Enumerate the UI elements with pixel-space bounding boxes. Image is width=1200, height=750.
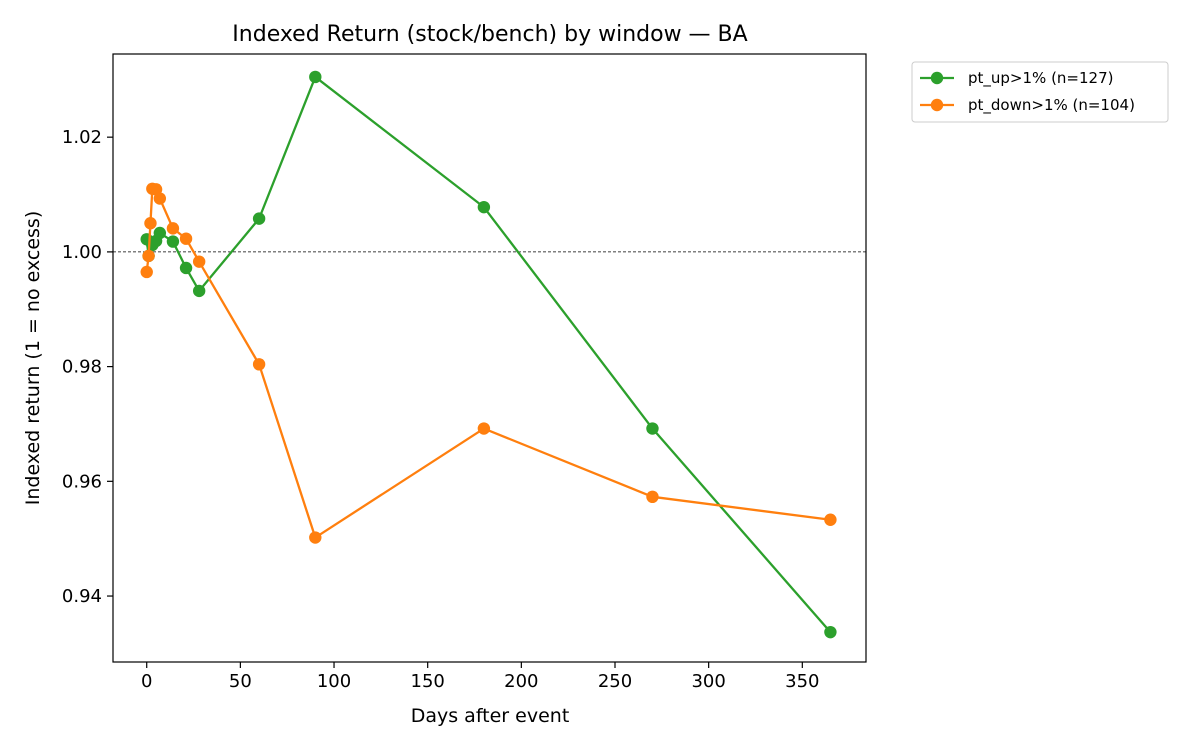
data-point	[179, 261, 193, 275]
data-point	[153, 192, 167, 205]
data-point	[646, 422, 659, 435]
x-tick-label: 300	[691, 671, 725, 692]
y-tick-label: 1.00	[62, 242, 102, 263]
legend-box	[911, 61, 1169, 123]
x-tick-label: 250	[598, 671, 632, 692]
legend-item: pt_up>1% (n=127)	[920, 69, 1113, 88]
data-point	[477, 200, 491, 214]
chart-title: Indexed Return (stock/bench) by window —…	[232, 22, 747, 47]
y-axis-label: Indexed return (1 = no excess)	[22, 211, 44, 505]
x-tick-label: 100	[317, 671, 351, 692]
data-point	[166, 222, 180, 235]
legend-swatch-marker	[930, 71, 944, 85]
data-point	[144, 217, 157, 230]
data-point	[252, 358, 266, 371]
data-point	[166, 235, 180, 248]
x-tick-label: 200	[504, 671, 538, 692]
legend-label: pt_up>1% (n=127)	[968, 69, 1113, 88]
legend-item: pt_down>1% (n=104)	[920, 96, 1135, 115]
x-tick-label: 350	[785, 671, 819, 692]
plot-area	[112, 53, 867, 663]
legend: pt_up>1% (n=127) pt_down>1% (n=104)	[911, 61, 1169, 123]
x-tick-label: 50	[229, 671, 252, 692]
x-axis-label: Days after event	[411, 705, 570, 727]
series-line	[145, 187, 831, 539]
data-point	[179, 232, 193, 245]
x-tick-label: 150	[411, 671, 445, 692]
series-line	[145, 75, 832, 633]
series-layer	[140, 70, 837, 639]
data-point	[153, 226, 167, 240]
y-tick-label: 0.94	[62, 586, 102, 607]
y-tick-label: 0.98	[62, 357, 102, 378]
y-tick-label: 0.96	[62, 471, 102, 492]
data-point	[142, 249, 155, 263]
legend-swatch-marker	[930, 98, 944, 112]
data-point	[192, 284, 206, 298]
data-point	[646, 490, 659, 504]
data-point	[477, 422, 491, 435]
data-point	[192, 255, 206, 268]
x-tick-label: 0	[141, 671, 152, 692]
data-point	[824, 513, 837, 526]
data-point	[309, 70, 322, 84]
series-1	[140, 182, 837, 544]
series-0	[140, 70, 837, 639]
legend-label: pt_down>1% (n=104)	[968, 96, 1135, 115]
data-point	[824, 625, 837, 639]
data-point	[140, 265, 153, 279]
data-point	[309, 531, 322, 544]
x-axis-ticks: 0 50 100 150 200 250 300 350	[141, 662, 819, 692]
y-axis-ticks: 0.94 0.96 0.98 1.00 1.02	[62, 127, 113, 607]
y-tick-label: 1.02	[62, 127, 102, 148]
data-point	[252, 212, 266, 225]
